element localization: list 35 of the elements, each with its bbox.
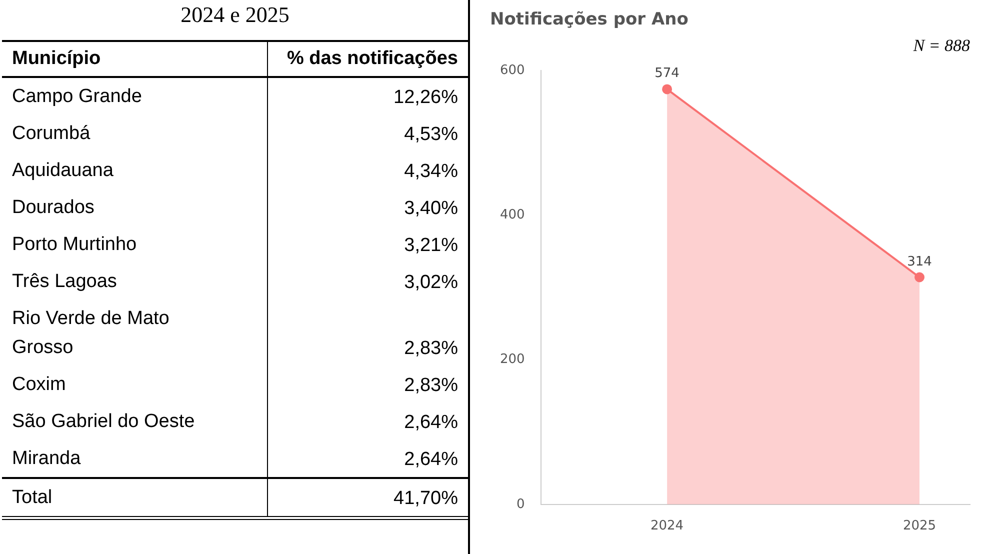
- category-label: Porto Murtinho: [2, 226, 268, 263]
- text: 2,64%: [404, 449, 458, 470]
- text: 3,21%: [404, 235, 458, 256]
- text: 41,70%: [394, 488, 458, 509]
- text: 2,83%: [404, 338, 458, 359]
- text: 4,53%: [404, 124, 458, 145]
- text: 2,83%: [404, 375, 458, 396]
- text: 2,64%: [404, 412, 458, 433]
- category-label: Total: [2, 478, 268, 518]
- category-label: Três Lagoas: [2, 263, 268, 300]
- category-label: Miranda: [2, 440, 268, 478]
- text: 3,40%: [404, 198, 458, 219]
- text: 3,02%: [404, 272, 458, 293]
- text: 12,26%: [394, 87, 458, 108]
- text: N = 888: [913, 36, 970, 56]
- data-label: 574: [654, 66, 680, 82]
- category-label: São Gabriel do Oeste: [2, 403, 268, 440]
- text: % das notificações: [286, 47, 459, 71]
- y-tick-label: 400: [500, 207, 525, 222]
- data-label: 314: [907, 254, 932, 270]
- y-tick-label: 0: [516, 496, 525, 512]
- text: 4,34%: [404, 161, 458, 182]
- category-label: Coxim: [2, 366, 268, 403]
- text: Município: [2, 41, 268, 77]
- x-tick-label: 2024: [650, 518, 684, 534]
- chart-title: Notificações por Ano: [490, 10, 688, 30]
- category-label: Corumbá: [2, 115, 268, 152]
- x-tick-label: 2025: [902, 518, 936, 534]
- category-label: Rio Verde de Mato Grosso: [2, 300, 268, 366]
- y-tick-label: 200: [500, 352, 525, 368]
- category-label: Campo Grande: [2, 77, 268, 115]
- text: 2024 e 2025: [180, 2, 290, 29]
- category-label: Aquidauana: [2, 152, 268, 189]
- category-label: Dourados: [2, 189, 268, 226]
- y-tick-label: 600: [500, 62, 525, 78]
